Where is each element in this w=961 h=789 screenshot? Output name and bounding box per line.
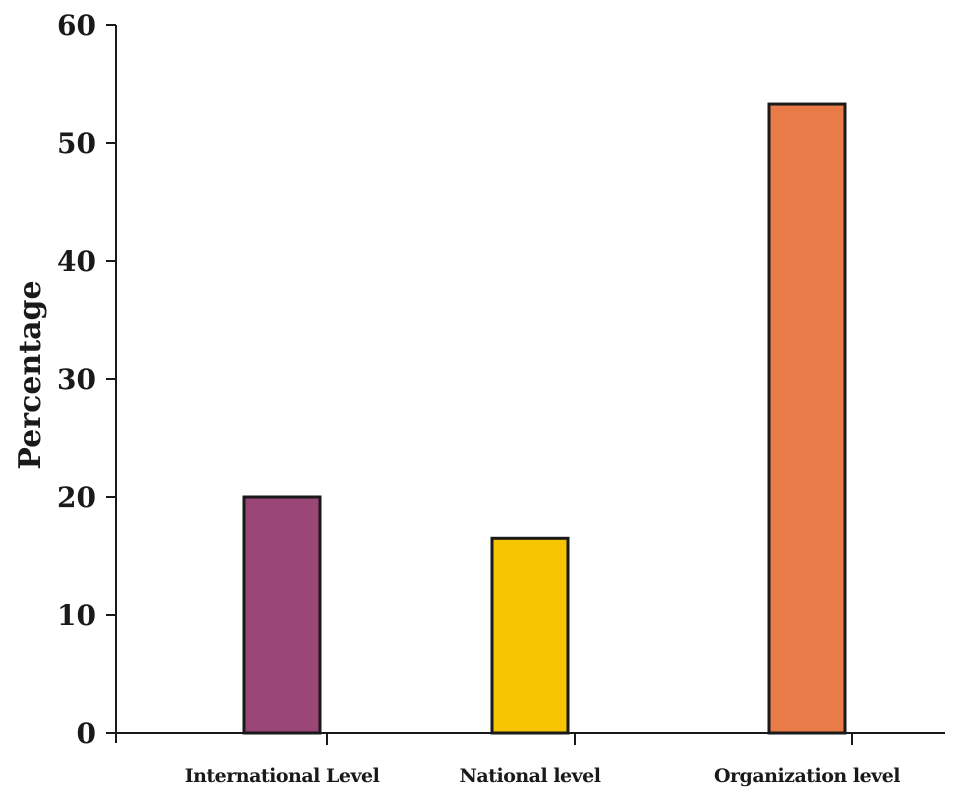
y-tick-label: 0 — [77, 717, 96, 750]
x-tick-label: Organization level — [714, 765, 900, 787]
bar — [767, 102, 847, 735]
y-axis-title: Percentage — [13, 280, 48, 469]
y-tick-label: 10 — [57, 599, 96, 632]
x-axis-ticks: International Level National level Organiz… — [185, 733, 901, 787]
y-tick-label: 60 — [57, 9, 96, 42]
y-tick-label: 40 — [57, 245, 96, 278]
bar — [490, 536, 570, 735]
y-tick-label: 30 — [57, 363, 96, 396]
bars — [242, 102, 847, 735]
y-tick-label: 20 — [57, 481, 96, 514]
bar — [242, 495, 322, 735]
y-axis-ticks: 0 10 20 30 40 50 60 — [57, 9, 116, 750]
y-tick-label: 50 — [57, 127, 96, 160]
x-tick-label: International Level — [185, 765, 380, 787]
x-tick-label: National level — [460, 765, 601, 787]
